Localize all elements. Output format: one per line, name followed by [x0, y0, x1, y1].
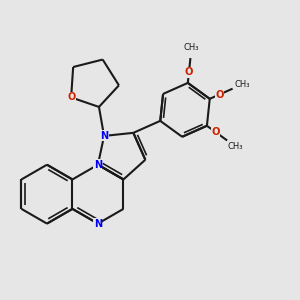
Text: N: N [94, 219, 102, 229]
Text: N: N [94, 160, 102, 170]
Text: O: O [211, 127, 220, 137]
Text: CH₃: CH₃ [228, 142, 243, 151]
Text: O: O [185, 68, 193, 77]
Text: CH₃: CH₃ [184, 43, 199, 52]
Text: O: O [215, 90, 224, 100]
Text: O: O [67, 92, 75, 102]
Text: CH₃: CH₃ [234, 80, 250, 89]
Text: N: N [100, 131, 108, 141]
